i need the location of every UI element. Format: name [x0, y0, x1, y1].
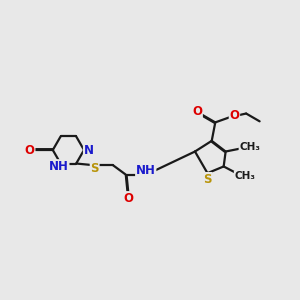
Text: NH: NH: [49, 160, 69, 173]
Text: NH: NH: [136, 164, 156, 178]
Text: S: S: [203, 173, 212, 186]
Text: O: O: [192, 105, 202, 118]
Text: CH₃: CH₃: [239, 142, 260, 152]
Text: O: O: [123, 192, 134, 205]
Text: O: O: [25, 143, 35, 157]
Text: O: O: [230, 109, 239, 122]
Text: N: N: [84, 143, 94, 157]
Text: S: S: [90, 162, 99, 175]
Text: CH₃: CH₃: [235, 171, 256, 181]
